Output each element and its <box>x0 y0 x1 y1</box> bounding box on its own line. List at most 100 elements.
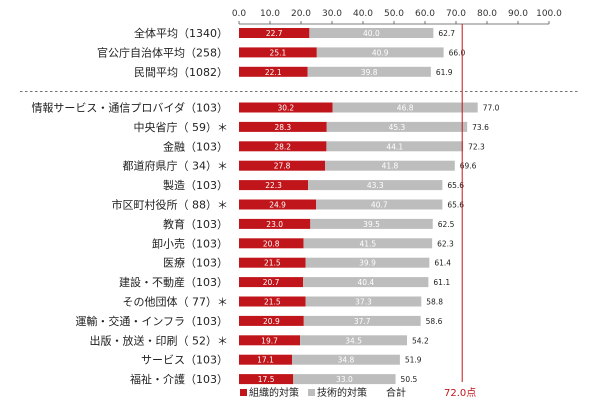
bar-total-label: 61.1 <box>433 278 450 287</box>
bar-org <box>239 315 304 326</box>
bar-total-label: 61.4 <box>434 259 451 268</box>
bar-org-label: 22.1 <box>265 68 282 77</box>
category-label: 建設・不動産（103） <box>119 275 228 289</box>
bar-total-label: 58.6 <box>426 317 443 326</box>
bar-tech <box>310 218 433 229</box>
bar-org <box>239 28 310 38</box>
category-label: 情報サービス・通信プロバイダ（103） <box>31 101 228 115</box>
legend: 組織的対策 技術的対策 合計 72.0点 <box>240 386 476 399</box>
bar-tech-label: 44.1 <box>386 142 403 151</box>
bar-org-label: 28.2 <box>274 142 291 151</box>
bar-total-label: 73.6 <box>472 123 489 132</box>
bar-tech <box>305 257 430 268</box>
bar-tech <box>303 238 433 249</box>
bar-tech-label: 33.0 <box>336 375 353 384</box>
bar-row: 情報サービス・通信プロバイダ（103） 30.2 46.8 77.0 <box>31 101 499 115</box>
bar-org <box>239 47 317 58</box>
x-tick-label: 20.0 <box>291 9 311 19</box>
bar-org-label: 20.8 <box>263 239 280 248</box>
bar-org <box>239 180 309 191</box>
bar-org <box>239 66 308 77</box>
category-label: 出版・放送・印刷（ 52）＊ <box>90 333 229 347</box>
category-label: 福祉・介護（103） <box>130 372 228 386</box>
bar-org <box>239 335 301 346</box>
x-tick-label: 0.0 <box>232 9 247 19</box>
bar-tech <box>307 66 431 77</box>
bar-tech <box>326 121 468 132</box>
bar-row: 教育（103） 23.0 39.5 62.5 <box>163 217 455 231</box>
bar-org <box>239 296 306 307</box>
bar-org <box>239 374 294 385</box>
bar-tech-label: 41.5 <box>359 239 376 248</box>
bar-total-label: 66.0 <box>449 48 466 57</box>
bar-row: 卸小売（103） 20.8 41.5 62.3 <box>152 236 454 250</box>
bar-row: 金融（103） 28.2 44.1 72.3 <box>163 139 485 153</box>
bar-row: 医療（103） 21.5 39.9 61.4 <box>163 256 451 270</box>
bar-total-label: 65.6 <box>447 181 464 190</box>
bar-row: 民間平均（1082） 22.1 39.8 61.9 <box>134 66 453 79</box>
bar-tech-label: 40.4 <box>357 278 374 287</box>
bar-org-label: 30.2 <box>277 104 294 113</box>
x-tick-label: 10.0 <box>260 9 280 19</box>
bar-tech-label: 40.0 <box>363 29 380 38</box>
x-tick-label: 80.0 <box>477 9 497 19</box>
x-axis-ticks: 0.0 10.0 20.0 30.0 40.0 50.0 60.0 70.0 80.0 90.0 1… <box>232 9 562 25</box>
bar-total-label: 65.6 <box>447 201 464 210</box>
bar-tech <box>303 277 429 288</box>
bar-total-label: 58.8 <box>426 298 443 307</box>
bar-org-label: 19.7 <box>261 336 278 345</box>
category-label: その他団体（ 77）＊ <box>123 295 229 309</box>
bar-row: 運輸・交通・インフラ（103） 20.9 37.7 58.6 <box>75 314 442 328</box>
category-label: 卸小売（103） <box>152 236 228 250</box>
legend-label-total: 合計 <box>386 386 406 399</box>
reference-value-label: 72.0点 <box>444 387 476 399</box>
bar-total-label: 72.3 <box>468 142 485 151</box>
x-tick-label: 90.0 <box>508 9 528 19</box>
bar-row: 出版・放送・印刷（ 52）＊ 19.7 34.5 54.2 <box>90 333 429 347</box>
bar-tech-label: 40.9 <box>372 48 389 57</box>
category-label: 製造（103） <box>163 178 228 192</box>
bar-tech-label: 34.5 <box>345 336 362 345</box>
bar-tech-label: 46.8 <box>397 104 414 113</box>
bar-total-label: 51.9 <box>405 356 422 365</box>
x-tick-label: 50.0 <box>384 9 404 19</box>
bar-row: 中央省庁（ 59）＊ 28.3 45.3 73.6 <box>134 120 490 134</box>
category-label: 運輸・交通・インフラ（103） <box>75 314 228 328</box>
bar-org-label: 21.5 <box>264 259 281 268</box>
bar-tech <box>308 180 443 191</box>
bar-org-label: 27.8 <box>274 162 291 171</box>
x-tick-label: 40.0 <box>353 9 373 19</box>
legend-label-tech: 技術的対策 <box>317 386 367 399</box>
bar-tech <box>326 141 464 152</box>
legend-label-org: 組織的対策 <box>249 386 299 399</box>
bar-org-label: 22.3 <box>265 181 282 190</box>
bar-row: 官公庁自治体平均（258） 25.1 40.9 66.0 <box>97 45 466 59</box>
bar-total-label: 69.6 <box>460 162 477 171</box>
bar-row: 市区町村役所（ 88）＊ 24.9 40.7 65.6 <box>112 198 465 212</box>
bar-tech-label: 43.3 <box>367 181 384 190</box>
bar-row: 建設・不動産（103） 20.7 40.4 61.1 <box>119 275 450 289</box>
bar-tech-label: 39.8 <box>361 68 378 77</box>
bar-row: その他団体（ 77）＊ 21.5 37.3 58.8 <box>123 295 444 309</box>
bar-row: 都道府県庁（ 34）＊ 27.8 41.8 69.6 <box>123 159 477 173</box>
bar-tech <box>293 374 396 385</box>
bar-tech <box>325 160 455 171</box>
bar-total-label: 50.5 <box>401 375 418 384</box>
bar-org <box>239 277 304 288</box>
x-tick-label: 100.0 <box>536 9 562 19</box>
bar-org-label: 20.9 <box>263 317 280 326</box>
bar-org <box>239 199 317 210</box>
bar-tech-label: 37.3 <box>355 298 372 307</box>
bar-org-label: 17.5 <box>258 375 275 384</box>
bar-org <box>239 102 333 113</box>
bar-org-label: 20.7 <box>263 278 280 287</box>
bar-tech <box>303 315 421 326</box>
x-tick-label: 30.0 <box>322 9 342 19</box>
bars: 全体平均（1340） 22.7 40.0 62.7 官公庁自治体平均（258） 25.1 4… <box>20 26 578 386</box>
bar-org <box>239 218 311 229</box>
category-label: 教育（103） <box>163 217 228 231</box>
x-tick-label: 70.0 <box>446 9 466 19</box>
bar-org-label: 23.0 <box>266 220 283 229</box>
category-label: 全体平均（1340） <box>134 26 228 40</box>
